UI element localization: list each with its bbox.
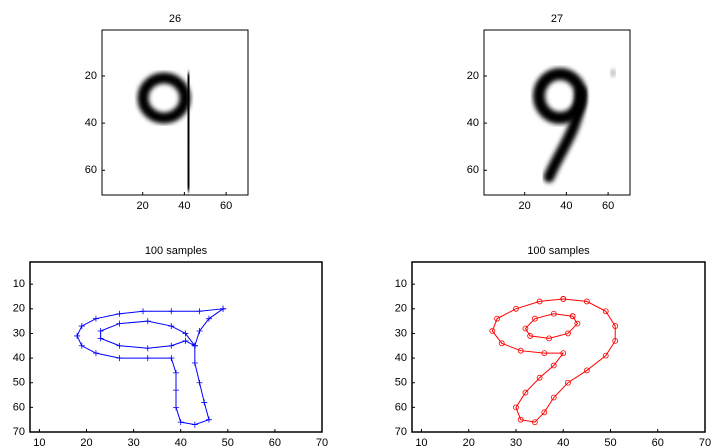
x-tick-label: 40 bbox=[178, 200, 190, 212]
x-tick-label: 70 bbox=[699, 437, 711, 448]
y-tick-label: 40 bbox=[85, 117, 97, 129]
x-tick-label: 60 bbox=[602, 200, 614, 212]
marker bbox=[116, 343, 122, 349]
y-tick-label: 30 bbox=[395, 327, 407, 339]
x-tick-label: 10 bbox=[33, 437, 45, 448]
x-tick-label: 70 bbox=[316, 437, 328, 448]
marker bbox=[201, 399, 207, 405]
y-tick-label: 50 bbox=[13, 377, 25, 389]
y-tick-label: 70 bbox=[395, 426, 407, 438]
marker bbox=[168, 355, 174, 361]
x-tick-label: 60 bbox=[652, 437, 664, 448]
marker bbox=[98, 335, 104, 341]
marker bbox=[197, 308, 203, 314]
marker bbox=[145, 345, 151, 351]
axes-title: 27 bbox=[551, 13, 563, 25]
marker bbox=[116, 321, 122, 327]
marker bbox=[197, 380, 203, 386]
x-tick-label: 40 bbox=[557, 437, 569, 448]
marker bbox=[116, 311, 122, 317]
y-tick-label: 60 bbox=[395, 401, 407, 413]
axes-title: 100 samples bbox=[145, 245, 208, 257]
digit-image-27 bbox=[539, 69, 615, 177]
x-tick-label: 10 bbox=[415, 437, 427, 448]
y-tick-label: 10 bbox=[395, 278, 407, 290]
axes-title: 26 bbox=[169, 13, 181, 25]
marker bbox=[93, 316, 99, 322]
x-tick-label: 60 bbox=[269, 437, 281, 448]
digit-image-26 bbox=[143, 78, 189, 186]
y-tick-label: 40 bbox=[467, 117, 479, 129]
x-tick-label: 60 bbox=[220, 200, 232, 212]
y-tick-label: 70 bbox=[13, 426, 25, 438]
x-tick-label: 40 bbox=[175, 437, 187, 448]
marker bbox=[168, 308, 174, 314]
y-tick-label: 40 bbox=[395, 352, 407, 364]
x-tick-label: 20 bbox=[80, 437, 92, 448]
marker bbox=[79, 343, 85, 349]
marker bbox=[93, 350, 99, 356]
marker bbox=[178, 419, 184, 425]
axes-title: 100 samples bbox=[527, 245, 590, 257]
y-tick-label: 20 bbox=[467, 70, 479, 82]
marker bbox=[145, 318, 151, 324]
marker bbox=[98, 328, 104, 334]
y-tick-label: 30 bbox=[13, 327, 25, 339]
marker bbox=[145, 355, 151, 361]
x-tick-label: 20 bbox=[463, 437, 475, 448]
marker bbox=[116, 355, 122, 361]
y-tick-label: 10 bbox=[13, 278, 25, 290]
axes-box bbox=[412, 262, 705, 432]
y-tick-label: 60 bbox=[13, 401, 25, 413]
contour-line bbox=[492, 299, 615, 422]
y-tick-label: 60 bbox=[85, 164, 97, 176]
marker bbox=[173, 387, 179, 393]
y-tick-label: 60 bbox=[467, 164, 479, 176]
y-tick-label: 40 bbox=[13, 352, 25, 364]
y-tick-label: 20 bbox=[13, 303, 25, 315]
marker bbox=[74, 333, 80, 339]
marker bbox=[168, 323, 174, 329]
marker bbox=[173, 370, 179, 376]
marker bbox=[173, 404, 179, 410]
marker bbox=[220, 306, 226, 312]
x-tick-label: 30 bbox=[127, 437, 139, 448]
marker bbox=[182, 338, 188, 344]
figure: 26 20 40 60 20 40 60 27 20 40 60 20 40 60 100 samples 1… bbox=[0, 0, 713, 448]
y-tick-label: 20 bbox=[395, 303, 407, 315]
contour-line bbox=[77, 309, 223, 425]
marker bbox=[206, 417, 212, 423]
marker bbox=[168, 343, 174, 349]
y-tick-label: 50 bbox=[395, 377, 407, 389]
x-tick-label: 40 bbox=[560, 200, 572, 212]
x-tick-label: 20 bbox=[137, 200, 149, 212]
x-tick-label: 50 bbox=[222, 437, 234, 448]
x-tick-label: 20 bbox=[519, 200, 531, 212]
x-tick-label: 50 bbox=[604, 437, 616, 448]
y-tick-label: 20 bbox=[85, 70, 97, 82]
x-tick-label: 30 bbox=[510, 437, 522, 448]
marker bbox=[192, 360, 198, 366]
marker bbox=[79, 323, 85, 329]
marker bbox=[192, 422, 198, 428]
marker bbox=[140, 308, 146, 314]
